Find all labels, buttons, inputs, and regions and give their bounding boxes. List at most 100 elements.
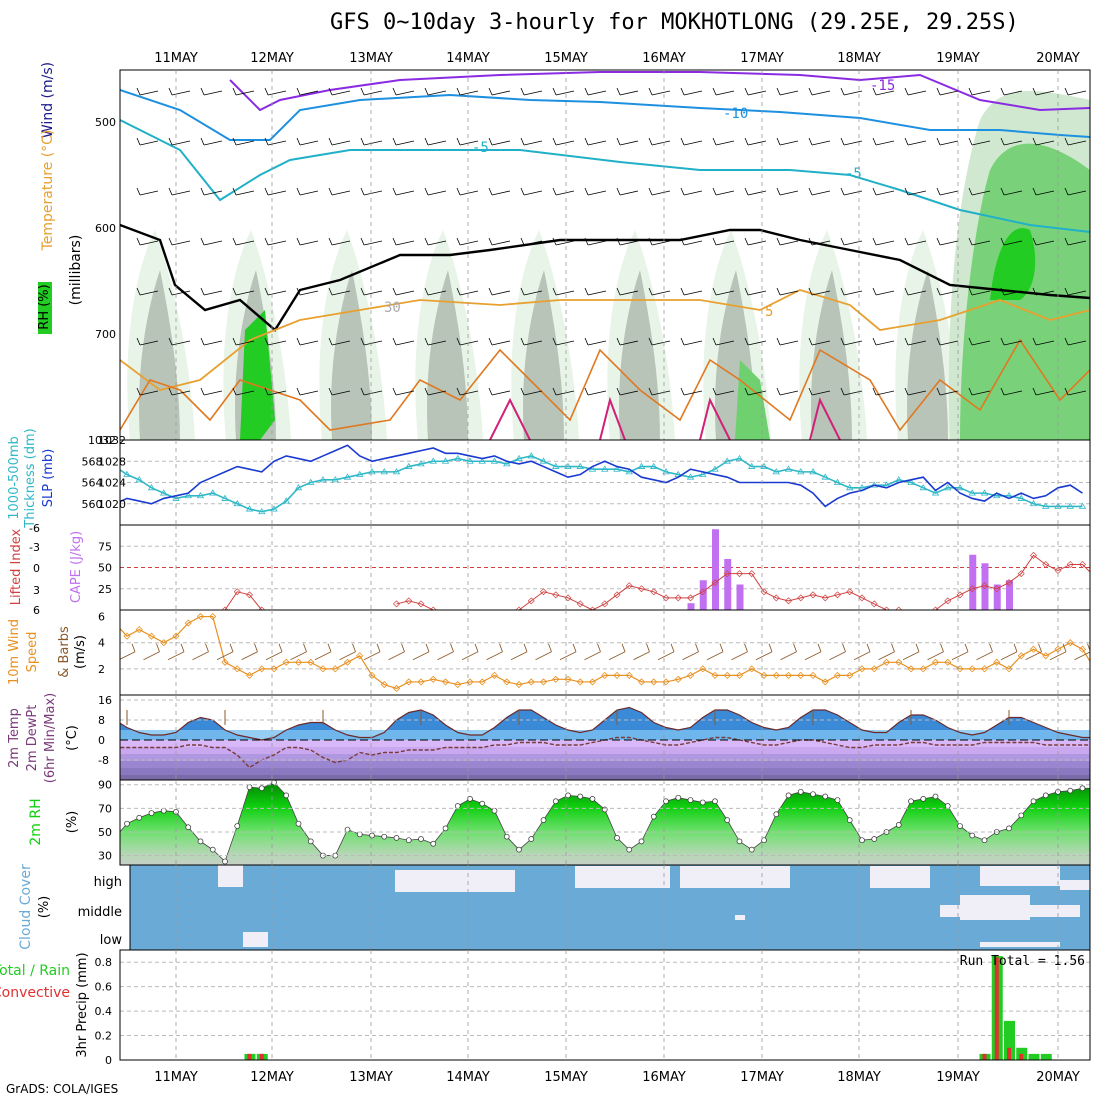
wind-barb-flag bbox=[1064, 387, 1069, 396]
wind-barb-flag bbox=[648, 237, 653, 246]
wind-barb bbox=[314, 651, 332, 661]
wind-speed-point bbox=[368, 671, 376, 679]
wind-speed-point bbox=[319, 665, 327, 673]
y-tick-label: 1020 bbox=[98, 498, 126, 511]
thickness-line-point bbox=[294, 484, 303, 491]
wind-barb-flag bbox=[776, 387, 781, 396]
thickness-line-point bbox=[331, 476, 339, 483]
wind-barb bbox=[875, 190, 895, 196]
wind-barb bbox=[853, 651, 871, 661]
wind-barb-flag bbox=[520, 237, 525, 246]
contour-label: -5 bbox=[472, 140, 489, 156]
wind-barb bbox=[331, 90, 351, 96]
wind-barb bbox=[427, 390, 447, 396]
thickness-line-point bbox=[784, 465, 793, 472]
rh-point bbox=[1006, 825, 1012, 832]
thickness-line-point bbox=[846, 484, 854, 491]
thickness-line-point bbox=[454, 454, 462, 461]
lifted-index-point bbox=[723, 570, 731, 578]
wind-barb-flag bbox=[499, 643, 503, 652]
rh-point bbox=[503, 833, 510, 840]
wind-barb bbox=[875, 290, 895, 296]
y-axis-label-rh-unit: (%) bbox=[65, 811, 80, 834]
y-tick-label: 0 bbox=[105, 1054, 112, 1067]
wind-barb bbox=[486, 651, 503, 661]
wind-barb-flag bbox=[200, 387, 205, 396]
wind-barb-flag bbox=[488, 237, 493, 246]
wind-barb bbox=[587, 90, 607, 96]
wind-barb bbox=[715, 340, 735, 346]
wind-barb-flag bbox=[232, 137, 237, 146]
wind-barb-flag bbox=[200, 287, 205, 296]
thickness-line-point bbox=[980, 489, 989, 496]
wind-barb-flag bbox=[597, 643, 601, 652]
wind-barb-flag bbox=[616, 387, 621, 396]
temp-contour-10 bbox=[489, 397, 531, 440]
wind-barb-flag bbox=[712, 287, 717, 296]
rh-point bbox=[136, 814, 143, 821]
wind-barb bbox=[395, 190, 415, 196]
wind-barb-flag bbox=[621, 643, 626, 652]
wind-barb-flag bbox=[136, 137, 141, 146]
rh-point bbox=[393, 834, 400, 841]
wind-barb bbox=[171, 340, 191, 346]
wind-barb bbox=[619, 140, 639, 146]
rh-point bbox=[1018, 812, 1025, 819]
y-tick-label: 500 bbox=[95, 116, 116, 129]
wind-speed-point bbox=[123, 632, 131, 640]
lifted-index-point bbox=[932, 606, 939, 610]
rh-point bbox=[1092, 786, 1097, 791]
rh-point bbox=[124, 820, 130, 827]
wind-barb bbox=[619, 390, 639, 396]
cape-bar bbox=[981, 563, 989, 610]
wind-speed-point bbox=[160, 639, 168, 647]
wind-speed-point bbox=[833, 671, 842, 679]
wind-barb bbox=[715, 290, 735, 296]
wind-barb-flag bbox=[904, 337, 909, 346]
precip-bar bbox=[1028, 1053, 1040, 1060]
cloud-patch bbox=[870, 866, 930, 888]
thickness-line-point bbox=[748, 462, 756, 469]
convective-bar bbox=[982, 1053, 987, 1060]
rh-point bbox=[871, 836, 878, 842]
wind-speed-point bbox=[882, 658, 891, 666]
wind-barb bbox=[779, 390, 799, 396]
rh-point bbox=[589, 796, 596, 802]
wind-barb-flag bbox=[200, 137, 205, 146]
wind-speed-point bbox=[184, 619, 192, 627]
x-tick-label-bottom: 19MAY bbox=[936, 1070, 980, 1085]
y-tick-label: 600 bbox=[95, 222, 116, 235]
wind-barb bbox=[651, 190, 671, 196]
wind-barb bbox=[1074, 651, 1090, 661]
wind-barb bbox=[171, 290, 191, 296]
lifted-index-point bbox=[748, 570, 756, 578]
wind-barb-flag bbox=[328, 337, 333, 346]
rh-shade-gray bbox=[427, 270, 468, 440]
legend-total-rain: Total / Rain bbox=[0, 963, 70, 979]
wind-barb bbox=[779, 190, 799, 196]
rh-shade-green bbox=[735, 360, 770, 440]
wind-barb-flag bbox=[456, 387, 461, 396]
rh-point bbox=[307, 838, 314, 845]
lifted-index-line bbox=[935, 554, 1090, 610]
wind-barb-flag bbox=[584, 237, 589, 246]
wind-barb-flag bbox=[200, 187, 205, 196]
wind-speed-point bbox=[245, 671, 254, 679]
wind-barb-flag bbox=[360, 287, 365, 296]
wind-barb-flag bbox=[1038, 643, 1042, 652]
wind-barb-flag bbox=[456, 237, 461, 246]
y-axis-label-thickness: 1000-500mb bbox=[7, 436, 22, 520]
thickness-line-point bbox=[233, 499, 241, 507]
wind-barb bbox=[139, 90, 159, 96]
contour-label: -10 bbox=[723, 106, 748, 122]
rh-point bbox=[834, 797, 841, 803]
lifted-index-point bbox=[515, 606, 523, 610]
rh-point bbox=[197, 838, 204, 845]
wind-barb-flag bbox=[872, 187, 877, 196]
rh-point bbox=[430, 840, 437, 847]
wind-barb bbox=[395, 290, 415, 296]
wind-barb bbox=[747, 240, 767, 246]
wind-barb-flag bbox=[360, 387, 365, 396]
wind-barb bbox=[412, 651, 430, 661]
wind-speed-point bbox=[478, 678, 486, 686]
